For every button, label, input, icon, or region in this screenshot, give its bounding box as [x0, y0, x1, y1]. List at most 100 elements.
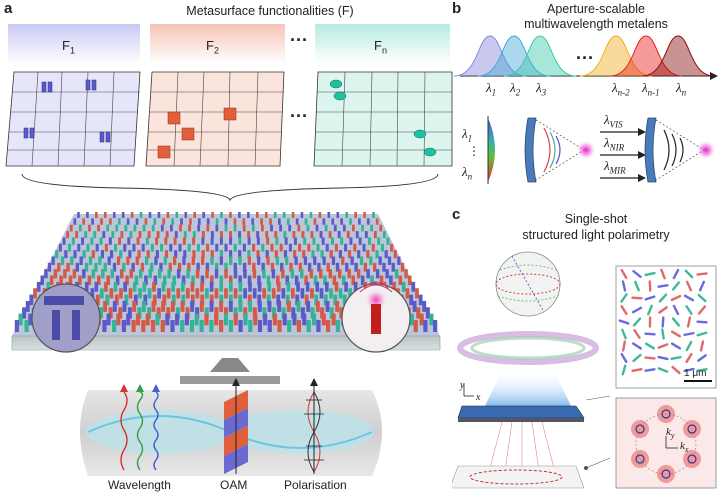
nanopillar: [219, 294, 224, 306]
nanopillar: [243, 269, 247, 279]
nanopillar: [201, 237, 205, 245]
focus-spot-left: [576, 140, 596, 160]
nanopillar: [338, 250, 342, 259]
nanopillar: [128, 250, 132, 259]
axis-y-label: y: [460, 380, 465, 391]
nanopillar: [108, 237, 112, 245]
nanopillar: [139, 212, 143, 218]
nanopillar: [75, 231, 79, 239]
nanopillar: [186, 269, 190, 279]
band-label-mir: λMIR: [604, 158, 626, 176]
nanopillar: [342, 294, 347, 306]
nanopillar: [315, 224, 319, 232]
nanopillar: [321, 237, 325, 245]
nanopillar: [219, 237, 223, 245]
nanopillar: [211, 212, 214, 218]
nanopillar: [204, 313, 209, 326]
nanopillar: [219, 256, 223, 265]
nanopillar: [202, 212, 205, 218]
nanopillar: [175, 307, 180, 319]
nanopillar: [95, 294, 100, 306]
nanopillar: [187, 262, 191, 272]
nanopillar: [229, 212, 232, 218]
nanopillar: [413, 320, 418, 332]
nanopillar: [282, 212, 286, 218]
nanopillar: [185, 307, 190, 319]
nanopillar: [141, 320, 146, 332]
nanopillar: [385, 269, 389, 279]
nanopillar: [115, 275, 120, 286]
nanopillar: [151, 300, 156, 312]
nanopillar: [355, 231, 359, 239]
nanopillar: [191, 275, 195, 286]
nanopillar: [412, 300, 417, 312]
polarisation-dash: [621, 280, 627, 292]
nanopillar: [331, 313, 336, 326]
nanopillar: [274, 250, 278, 259]
nanopillar: [114, 294, 119, 306]
nanopillar: [108, 307, 113, 319]
nanopillar: [116, 256, 121, 265]
polarisation-dash: [644, 356, 656, 360]
nanopillar: [315, 300, 320, 312]
nanopillar: [266, 275, 271, 286]
nanopillar: [22, 307, 27, 319]
f2-label: F2: [206, 38, 219, 56]
panel-a-title: Metasurface functionalities (F): [186, 4, 354, 18]
nanopillar: [148, 212, 152, 218]
nanopillar: [393, 250, 397, 259]
nanopillar: [192, 250, 196, 259]
nanopillar: [91, 218, 94, 225]
nanopillar: [292, 313, 297, 326]
nanopillar: [60, 256, 65, 265]
nanopillar: [55, 250, 59, 259]
polarisation-dash: [672, 304, 680, 316]
nanopillar: [201, 250, 205, 259]
nanopillar: [291, 212, 295, 218]
polarisation-dash: [696, 320, 708, 324]
nanopillar: [162, 218, 166, 225]
spectrum-label-n-2: λn-2: [612, 80, 630, 98]
polarisation-dash: [633, 329, 641, 339]
nanopillar: [200, 275, 205, 286]
nanopillar: [274, 231, 278, 239]
nanopillar: [425, 307, 430, 319]
nanopillar: [119, 288, 123, 299]
nanopillar: [116, 313, 121, 326]
nanopillar: [354, 262, 358, 272]
nanopillar: [369, 256, 373, 265]
nanopillar: [133, 224, 137, 232]
nanopillar: [120, 231, 124, 239]
polarisation-dash: [686, 316, 692, 328]
polarisation-dash: [631, 306, 643, 314]
nanopillar: [331, 256, 336, 265]
nanopillar: [192, 231, 196, 239]
nanopillar: [302, 250, 306, 259]
nanopillar: [160, 243, 164, 252]
nanopillar: [109, 218, 112, 225]
nanopillar: [157, 288, 162, 299]
nanopillar: [340, 218, 343, 225]
nanopillar: [189, 218, 192, 225]
panel-b-letter: b: [452, 0, 462, 17]
nanopillar: [224, 262, 228, 272]
nanopillar: [286, 218, 290, 225]
nanopillar: [401, 281, 406, 292]
nanopillar: [181, 294, 186, 306]
nanopillar: [90, 288, 95, 299]
scale-bar-label: 1 μm: [684, 368, 707, 379]
nanopillar: [313, 218, 317, 225]
nanopillar: [297, 224, 301, 232]
polarisation-dash: [671, 281, 681, 291]
nanopillar: [184, 212, 188, 218]
nanopillar: [371, 243, 375, 252]
nanopillar: [136, 237, 140, 245]
far-field-spot: [657, 465, 675, 483]
nanopillar: [300, 269, 304, 279]
nanopillar: [215, 262, 219, 272]
nanopillar: [313, 256, 317, 265]
spectrum-label-2: λ2: [510, 80, 521, 98]
far-field-spot: [631, 450, 650, 468]
nanopillar: [172, 275, 176, 286]
ky-label: ky: [666, 426, 675, 441]
